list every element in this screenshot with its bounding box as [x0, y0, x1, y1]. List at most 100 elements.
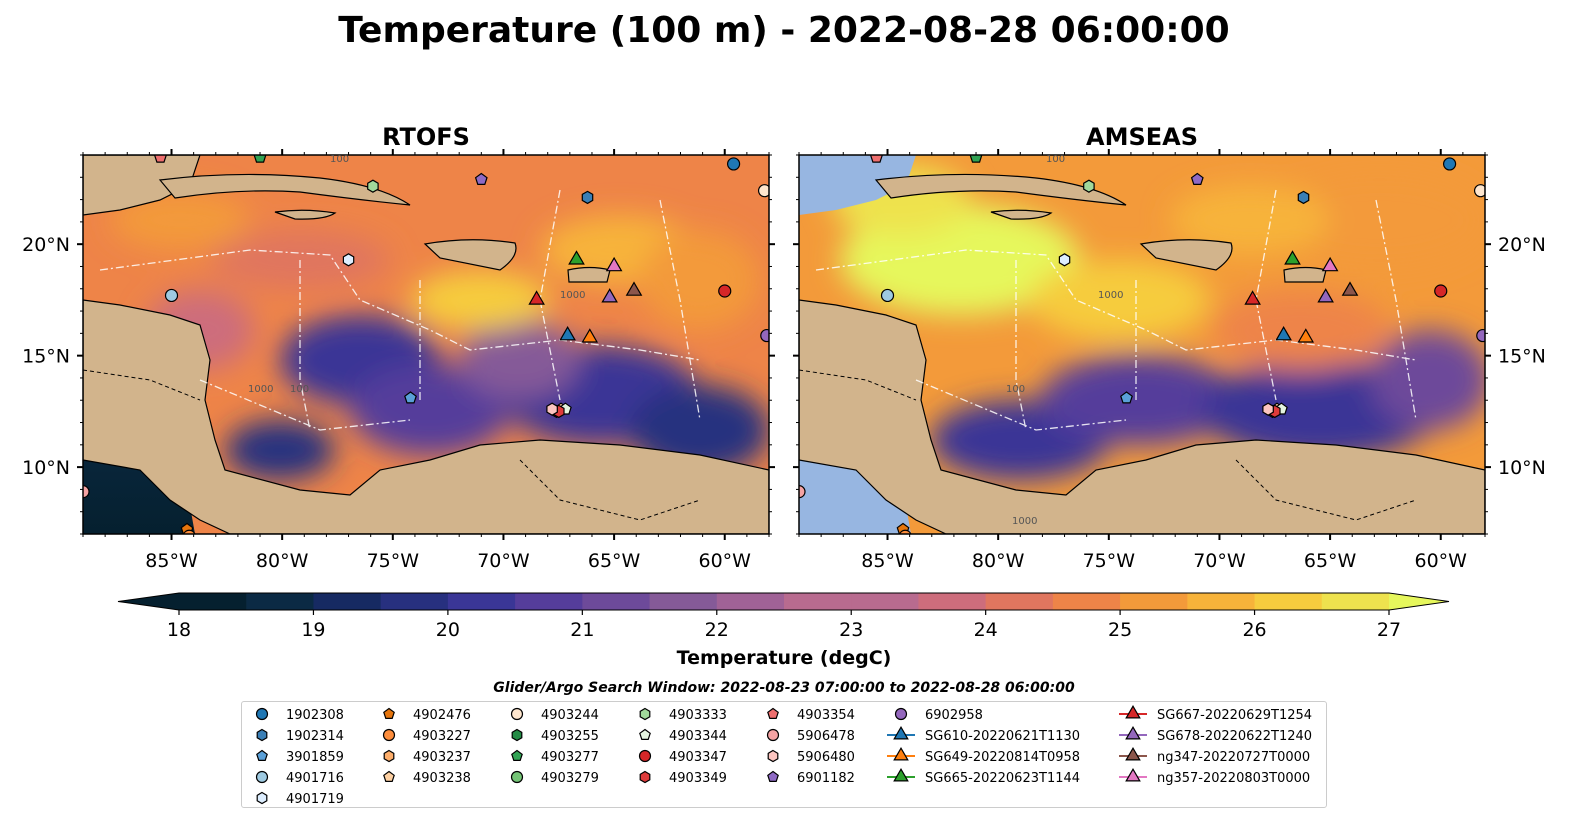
legend-marker	[383, 707, 395, 719]
legend-marker	[893, 747, 909, 761]
legend-label: 4901719	[286, 792, 344, 807]
observation-marker	[1473, 184, 1485, 198]
legend-marker	[383, 749, 395, 763]
colorbar-tick-label: 18	[167, 619, 191, 641]
colorbar-band	[851, 593, 919, 610]
observation-marker	[1262, 402, 1274, 416]
legend-label: SG678-20220622T1240	[1157, 729, 1312, 744]
colorbar-ticks: 18 19 20 21 22 23 24 25 26 27	[167, 610, 1401, 641]
legend-marker	[256, 749, 268, 761]
colorbar-band	[313, 593, 382, 610]
legend-entry: SG678-20220622T1240	[1119, 726, 1312, 744]
observation-marker	[153, 155, 167, 163]
legend-label: 4903227	[413, 729, 471, 744]
legend-entry: 1902314	[256, 728, 344, 744]
observation-marker	[625, 281, 643, 296]
observation-marker	[253, 155, 267, 163]
observation-marker	[1297, 328, 1315, 343]
legend-marker	[383, 770, 395, 782]
legend-label: ng357-20220803T0000	[1157, 771, 1310, 786]
colorbar-band	[918, 593, 987, 610]
legend-label: 4903279	[541, 771, 599, 786]
observation-marker	[799, 485, 806, 499]
observation-marker	[404, 391, 417, 404]
legend-marker	[639, 770, 651, 784]
colorbar-band	[1321, 593, 1390, 610]
panel-title-amseas: AMSEAS	[1086, 123, 1198, 151]
legend-entry: 4903277	[511, 749, 599, 765]
legend-label: 6901182	[797, 771, 855, 786]
legend-label: SG610-20220621T1130	[925, 729, 1080, 744]
colorbar-tick-label: 19	[301, 619, 325, 641]
legend: 1902308 1902314 3901859 4901716 4901719 49024…	[241, 701, 1327, 808]
contour-label: 100	[1006, 384, 1025, 395]
colorbar-band	[1120, 593, 1188, 610]
colorbar-tick-label: 21	[570, 619, 594, 641]
y-tick-label: 20°N	[22, 234, 70, 256]
contour-label: 1000	[1098, 290, 1123, 301]
colorbar-tick-label: 23	[839, 619, 863, 641]
legend-entry: 4901716	[255, 770, 344, 786]
observation-marker	[528, 290, 545, 305]
border-lines-amseas	[799, 369, 1417, 521]
x-tick-label: 75°W	[1083, 550, 1136, 572]
legend-label: 6902958	[925, 708, 983, 723]
legend-marker	[894, 707, 908, 721]
land-rtofs	[83, 155, 769, 534]
colorbar-band	[1187, 593, 1256, 610]
x-tick-label: 65°W	[1304, 550, 1357, 572]
x-tick-label: 65°W	[588, 550, 641, 572]
eez-lines-rtofs	[99, 189, 701, 431]
observation-marker	[1442, 157, 1457, 171]
legend-label: 4903255	[541, 729, 599, 744]
observation-marker	[559, 325, 576, 341]
colorbar-band	[380, 593, 449, 610]
legend-marker	[256, 728, 268, 742]
observation-markers-rtofs	[83, 142, 769, 534]
contour-label: 1000	[560, 290, 585, 301]
legend-entry: ng357-20220803T0000	[1119, 768, 1310, 786]
colorbar-band	[1389, 593, 1449, 610]
colorbar-tick-label: 20	[436, 619, 460, 641]
legend-marker	[767, 749, 779, 763]
x-tick-label: 80°W	[256, 550, 309, 572]
legend-entry: 4903344	[639, 728, 727, 744]
legend-marker	[510, 770, 524, 784]
map-frame-amseas	[798, 154, 1486, 535]
legend-entry: 4902476	[383, 707, 471, 723]
legend-entry: 5906480	[767, 749, 855, 765]
legend-label: 4903244	[541, 708, 599, 723]
colorbar-band	[985, 593, 1054, 610]
observation-marker	[1284, 250, 1301, 265]
legend-marker	[767, 770, 779, 782]
observation-marker	[265, 142, 277, 154]
legend-entry: 4903238	[383, 770, 471, 786]
observation-marker	[83, 485, 90, 499]
colorbar-tick-label: 24	[974, 619, 998, 641]
observation-marker	[981, 142, 993, 154]
colorbar-tick-label: 27	[1377, 619, 1401, 641]
legend-marker	[639, 707, 651, 721]
legend-marker	[893, 726, 909, 740]
legend-entry: 4903255	[511, 728, 599, 744]
observation-marker	[1190, 172, 1204, 185]
colorbar-band	[447, 593, 516, 610]
x-tick-label: 70°W	[1193, 550, 1246, 572]
observation-marker	[367, 179, 379, 193]
legend-marker	[639, 728, 651, 740]
legend-entry: 4903279	[510, 770, 599, 786]
legend-label: 4903347	[669, 750, 727, 765]
colorbar-band	[515, 593, 583, 610]
legend-entry: 4903347	[638, 749, 727, 765]
legend-marker	[1125, 768, 1141, 782]
legend-label: SG665-20220623T1144	[925, 771, 1080, 786]
legend-entry: SG649-20220814T0958	[887, 747, 1080, 765]
legend-marker	[1125, 747, 1141, 761]
legend-label: 4903349	[669, 771, 727, 786]
legend-marker	[638, 749, 652, 763]
colorbar-band	[649, 593, 718, 610]
colorbar-band	[179, 593, 247, 610]
colorbar-band	[118, 593, 179, 610]
legend-marker	[511, 749, 523, 761]
